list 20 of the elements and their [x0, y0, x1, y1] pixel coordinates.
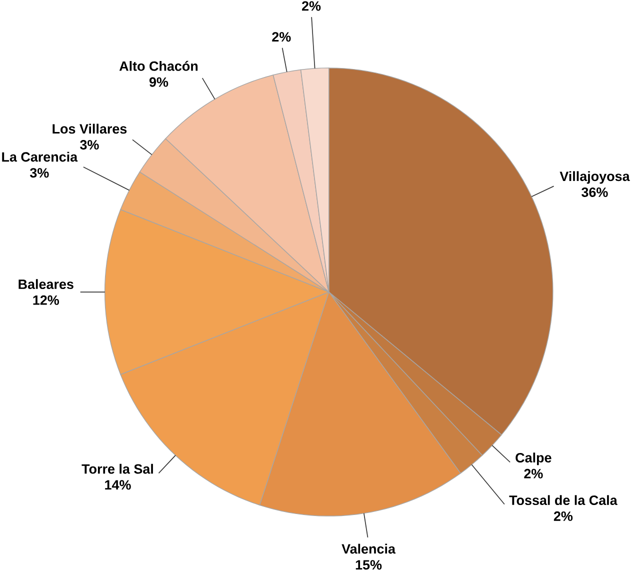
data-label: 36%: [582, 188, 608, 198]
slice-label: Valencia: [342, 544, 396, 554]
slice-label: Alto Chacón: [119, 60, 198, 71]
slice-label: Tossal de la Cala: [509, 495, 618, 506]
data-label: 3%: [80, 140, 99, 150]
slice-label: Torre la Sal: [82, 464, 153, 474]
data-label: 2%: [302, 1, 321, 11]
slice-label: Calpe: [516, 452, 552, 466]
data-label: 12%: [33, 295, 59, 305]
data-label: 2%: [272, 32, 291, 42]
data-label: 3%: [30, 168, 49, 178]
data-label: 15%: [356, 560, 382, 570]
slice-label: Baleares: [18, 279, 74, 290]
data-label: 2%: [524, 468, 543, 478]
slice-label: Villajoyosa: [560, 171, 630, 184]
data-label: 2%: [554, 512, 573, 521]
data-label: 9%: [149, 77, 168, 87]
data-label: 14%: [105, 480, 131, 490]
slice-label: La Carencia: [2, 152, 78, 162]
slice-label: Los Villares: [52, 124, 127, 134]
